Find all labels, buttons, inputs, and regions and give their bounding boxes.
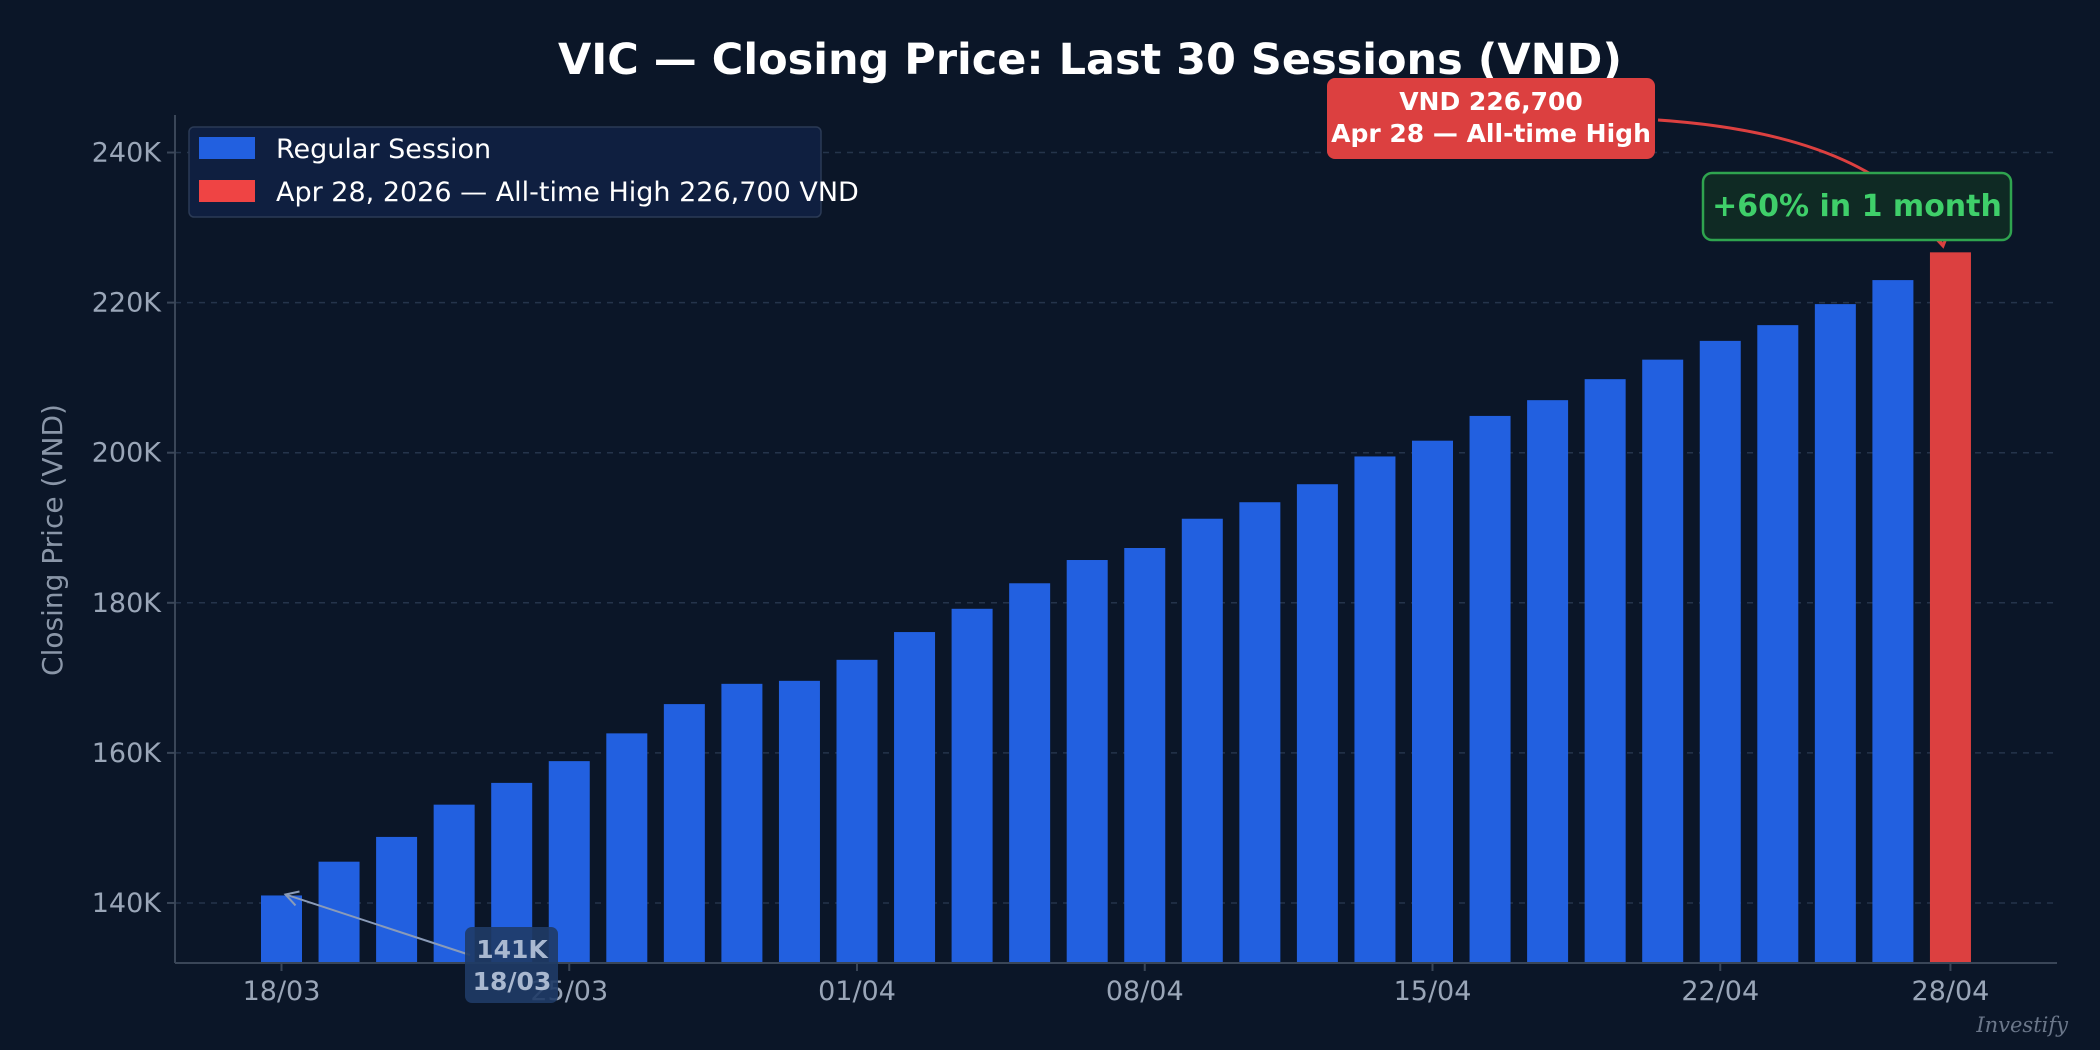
bar-regular-session bbox=[778, 680, 820, 963]
bar-regular-session bbox=[1296, 484, 1338, 963]
bar-regular-session bbox=[261, 895, 302, 963]
bar-regular-session bbox=[1814, 304, 1856, 963]
bar-regular-session bbox=[1009, 583, 1051, 963]
bar-regular-session bbox=[376, 836, 418, 963]
legend: Regular Session Apr 28, 2026 — All-time … bbox=[188, 126, 859, 218]
peak-annotation-value: VND 226,700 bbox=[1399, 87, 1583, 116]
x-tick-label: 01/04 bbox=[818, 976, 896, 1007]
start-annotation-arrowhead bbox=[283, 890, 300, 907]
x-tick-label: 15/04 bbox=[1394, 976, 1472, 1007]
bar-regular-session bbox=[1757, 325, 1799, 963]
y-tick-label: 240K bbox=[92, 138, 163, 169]
legend-box bbox=[188, 126, 822, 218]
growth-callout-box bbox=[1701, 171, 2013, 242]
bar-regular-session bbox=[894, 632, 936, 963]
bar-regular-session bbox=[1872, 280, 1914, 963]
start-annotation-box bbox=[465, 927, 558, 1003]
bar-regular-session bbox=[1354, 456, 1396, 963]
start-annotation-value: 141K bbox=[476, 935, 549, 964]
bar-regular-session bbox=[1412, 440, 1453, 964]
y-tick-label: 140K bbox=[92, 888, 163, 919]
bar-regular-session bbox=[1066, 560, 1108, 963]
y-tick-label: 160K bbox=[92, 738, 163, 769]
growth-callout: +60% in 1 month bbox=[1701, 171, 2013, 242]
x-tick-label: 22/04 bbox=[1681, 976, 1759, 1007]
bar-regular-session bbox=[663, 704, 705, 963]
chart-title: VIC — Closing Price: Last 30 Sessions (V… bbox=[558, 35, 1622, 85]
x-tick-label: 08/04 bbox=[1106, 976, 1184, 1007]
y-tick-label: 180K bbox=[92, 588, 163, 619]
start-annotation: 141K 18/03 bbox=[283, 890, 558, 1003]
start-annotation-arrow bbox=[285, 893, 471, 956]
peak-annotation: VND 226,700 Apr 28 — All-time High bbox=[1327, 78, 1952, 249]
y-axis-ticks: 140K 160K 180K 200K 220K 240K bbox=[92, 138, 175, 919]
bar-regular-session bbox=[606, 733, 648, 963]
y-tick-label: 220K bbox=[92, 288, 163, 319]
watermark: Investify bbox=[1975, 1013, 2069, 1037]
bar-regular-session bbox=[1469, 415, 1511, 963]
bar-regular-session bbox=[1527, 400, 1569, 963]
legend-swatch-regular bbox=[199, 137, 255, 159]
bar-regular-session bbox=[1584, 379, 1626, 963]
bar-regular-session bbox=[1699, 340, 1741, 963]
legend-label-highlight: Apr 28, 2026 — All-time High 226,700 VND bbox=[276, 177, 859, 208]
bar-regular-session bbox=[1181, 518, 1223, 963]
bar-regular-session bbox=[721, 683, 763, 963]
x-tick-label: 18/03 bbox=[243, 976, 321, 1007]
bars bbox=[261, 252, 1971, 964]
bar-regular-session bbox=[1124, 548, 1166, 963]
bar-regular-session bbox=[1642, 359, 1684, 963]
bar-regular-session bbox=[951, 608, 993, 963]
bar-all-time-high bbox=[1929, 252, 1971, 963]
peak-annotation-box bbox=[1327, 78, 1655, 159]
y-axis-label: Closing Price (VND) bbox=[36, 404, 69, 676]
legend-swatch-highlight bbox=[199, 180, 255, 202]
bar-regular-session bbox=[1239, 502, 1281, 963]
x-tick-label: 28/04 bbox=[1912, 976, 1990, 1007]
bar-regular-session bbox=[836, 659, 878, 963]
start-annotation-date: 18/03 bbox=[473, 967, 552, 996]
peak-annotation-label: Apr 28 — All-time High bbox=[1331, 119, 1651, 148]
x-axis-ticks: 18/03 25/03 01/04 08/04 15/04 22/04 28/04 bbox=[243, 963, 1990, 1007]
growth-callout-text: +60% in 1 month bbox=[1712, 189, 2002, 224]
legend-label-regular: Regular Session bbox=[276, 134, 491, 165]
y-tick-label: 200K bbox=[92, 438, 163, 469]
